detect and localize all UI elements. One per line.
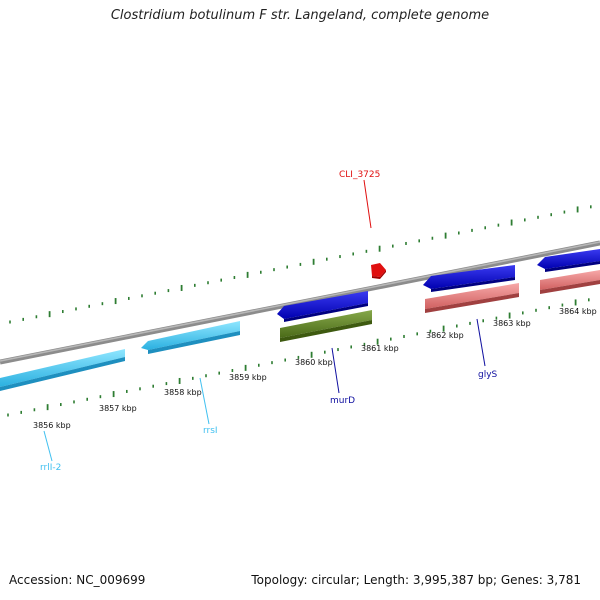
callout-line-murD xyxy=(331,347,340,394)
callout-line-glyS xyxy=(476,318,486,367)
accession-label: Accession: NC_009699 xyxy=(9,573,146,587)
kbp-label-3858: 3858 kbp xyxy=(164,388,202,397)
kbp-label-3859: 3859 kbp xyxy=(229,373,267,382)
gene-label-murD[interactable]: murD xyxy=(330,396,355,406)
tick-row-lower xyxy=(7,298,590,417)
kbp-label-3860: 3860 kbp xyxy=(295,358,333,367)
callout-line-CLI_3725 xyxy=(363,179,372,229)
gene-label-CLI_3725[interactable]: CLI_3725 xyxy=(339,170,380,180)
gene-forward-3862[interactable] xyxy=(423,265,515,292)
genome-backbone xyxy=(0,240,600,365)
genome-summary: Topology: circular; Length: 3,995,387 bp… xyxy=(251,573,581,587)
callout-line-rrsI xyxy=(199,377,210,425)
gene-CLI_3725[interactable] xyxy=(371,263,386,279)
gene-glyS[interactable] xyxy=(425,283,519,313)
callout-line-rrlI-2 xyxy=(43,430,53,462)
gene-murD[interactable] xyxy=(280,310,372,342)
kbp-labels: 3856 kbp 3857 kbp 3858 kbp 3859 kbp 3860… xyxy=(33,307,597,430)
gene-label-rrsI[interactable]: rrsI xyxy=(203,426,218,436)
gene-rrsI[interactable] xyxy=(141,321,240,354)
gene-reverse-3864[interactable] xyxy=(540,270,600,294)
kbp-label-3861: 3861 kbp xyxy=(361,344,399,353)
kbp-label-3857: 3857 kbp xyxy=(99,404,137,413)
backbone-highlight xyxy=(0,241,600,362)
gene-label-rrlI-2[interactable]: rrlI-2 xyxy=(40,463,61,473)
gene-forward-3864[interactable] xyxy=(537,249,600,272)
gene-rrlI-2[interactable] xyxy=(0,349,125,391)
kbp-label-3862: 3862 kbp xyxy=(426,331,464,340)
genome-title: Clostridium botulinum F str. Langeland, … xyxy=(110,8,490,23)
tick-row-upper xyxy=(9,205,592,324)
gene-label-glyS[interactable]: glyS xyxy=(478,370,498,380)
kbp-label-3856: 3856 kbp xyxy=(33,421,71,430)
kbp-label-3863: 3863 kbp xyxy=(493,319,531,328)
kbp-label-3864: 3864 kbp xyxy=(559,307,597,316)
gene-forward-3860[interactable] xyxy=(277,291,368,322)
